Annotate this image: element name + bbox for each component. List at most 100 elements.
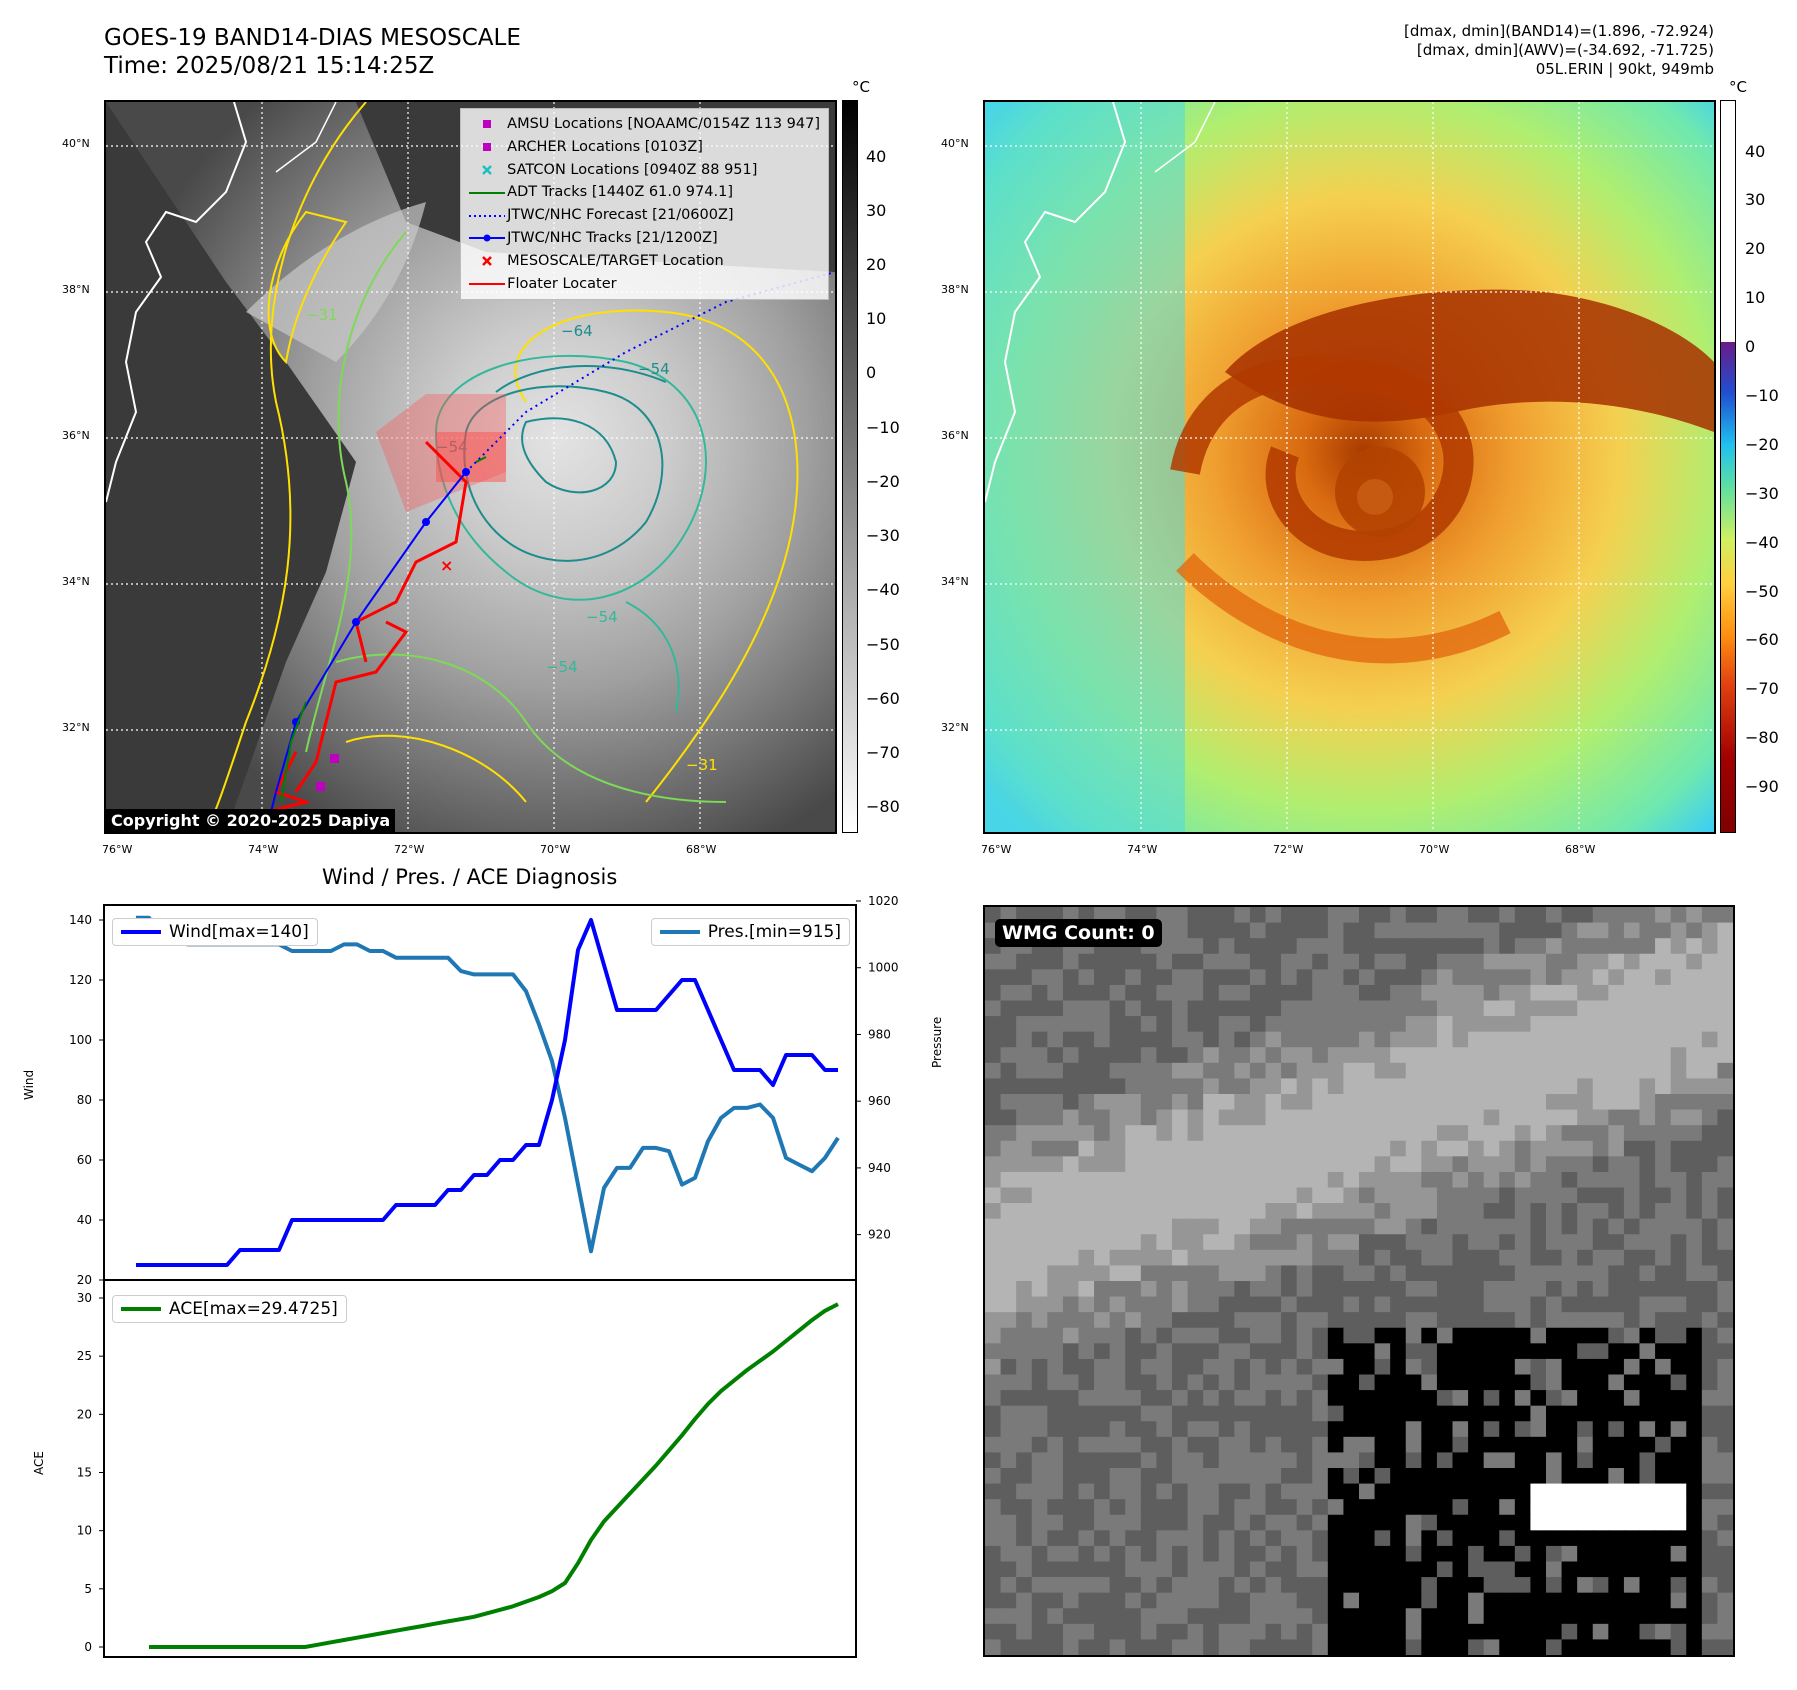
wmg-pixel — [1405, 938, 1422, 955]
wmg-pixel — [1296, 1358, 1313, 1376]
wmg-pixel — [1374, 1249, 1391, 1267]
wmg-pixel — [1312, 1312, 1329, 1329]
wmg-pixel — [1530, 1577, 1547, 1594]
wmg-pixel — [1281, 1545, 1298, 1563]
wmg-pixel — [1281, 1592, 1298, 1609]
wmg-pixel — [1390, 969, 1407, 986]
wmg-pixel — [1172, 1125, 1189, 1142]
wmg-pixel — [1436, 1421, 1454, 1438]
wmg-pixel — [1390, 1016, 1407, 1033]
wmg-pixel — [1701, 1000, 1719, 1017]
wmg-pixel — [1623, 1343, 1641, 1360]
wmg-pixel — [1468, 1203, 1485, 1220]
wmg-pixel — [1655, 953, 1672, 970]
wmg-pixel — [1187, 1281, 1204, 1298]
wmg-pixel — [1078, 1545, 1095, 1563]
wmg-pixel — [1203, 1047, 1220, 1064]
wmg-pixel — [1390, 1343, 1407, 1360]
wmg-pixel — [1655, 1016, 1672, 1033]
eye — [1357, 479, 1393, 515]
wmg-pixel — [985, 1592, 1002, 1609]
wmg-pixel — [1483, 1078, 1500, 1095]
wmg-pixel — [1172, 1296, 1189, 1313]
wmg-pixel — [1436, 922, 1454, 939]
wmg-pixel — [1436, 984, 1454, 1002]
wmg-pixel — [1172, 1592, 1189, 1609]
wmg-pixel — [985, 1608, 1002, 1625]
wmg-pixel — [1592, 1545, 1609, 1563]
wmg-pixel — [1390, 1421, 1407, 1438]
wmg-pixel — [1436, 1218, 1454, 1235]
wmg-pixel — [1670, 1296, 1687, 1313]
wmg-pixel — [1452, 1639, 1469, 1655]
wmg-pixel — [1187, 1094, 1204, 1111]
coastline — [106, 102, 248, 503]
wmg-pixel — [1047, 1265, 1064, 1282]
wmg-pixel — [1577, 1468, 1594, 1485]
wmg-pixel — [1094, 1265, 1111, 1282]
wmg-pixel — [1639, 1312, 1656, 1329]
wmg-pixel — [1359, 1203, 1376, 1220]
wmg-pixel — [1717, 1483, 1733, 1500]
wmg-pixel — [1561, 1499, 1578, 1516]
wmg-pixel — [1561, 922, 1578, 939]
wmg-pixel — [1670, 1390, 1687, 1407]
wmg-pixel — [1623, 1545, 1641, 1563]
wmg-pixel — [1218, 953, 1235, 970]
wmg-pixel — [1109, 1156, 1126, 1173]
wmg-pixel — [1172, 1468, 1189, 1485]
wmg-pixel — [1701, 1249, 1719, 1267]
wmg-pixel — [1187, 1608, 1204, 1625]
wmg-pixel — [1623, 1016, 1641, 1033]
wmg-pixel — [1374, 969, 1391, 986]
wmg-pixel — [1016, 1545, 1033, 1563]
wmg-pixel — [1062, 1483, 1080, 1500]
wmg-pixel — [1452, 1125, 1469, 1142]
wind-tick-label: 20 — [77, 1273, 92, 1287]
wmg-pixel — [1359, 1374, 1376, 1391]
wmg-pixel — [1125, 984, 1142, 1002]
wmg-pixel — [1655, 1545, 1672, 1563]
wmg-pixel — [1686, 1405, 1703, 1422]
wmg-pixel — [1000, 1296, 1017, 1313]
wmg-pixel — [1296, 1078, 1313, 1095]
wmg-pixel — [1265, 1327, 1282, 1344]
wmg-pixel — [1468, 1000, 1485, 1017]
wmg-pixel — [1655, 938, 1672, 955]
wmg-pixel — [1670, 1343, 1687, 1360]
wmg-pixel — [1390, 1327, 1407, 1344]
wmg-pixel — [1094, 1483, 1111, 1500]
wmg-pixel — [1249, 1047, 1267, 1064]
wmg-pixel — [1670, 1016, 1687, 1033]
wmg-pixel — [1546, 1592, 1563, 1609]
wmg-pixel — [1577, 1047, 1594, 1064]
wmg-pixel — [1218, 1514, 1235, 1531]
wmg-pixel — [1374, 1623, 1391, 1641]
wmg-pixel — [1140, 1281, 1158, 1298]
wmg-pixel — [1047, 1234, 1064, 1251]
wmg-pixel — [1468, 1530, 1485, 1547]
wmg-pixel — [1701, 1203, 1719, 1220]
wmg-pixel — [1281, 1109, 1298, 1126]
wmg-pixel — [1374, 984, 1391, 1002]
wmg-pixel — [1468, 1156, 1485, 1173]
wmg-pixel — [1499, 1125, 1516, 1142]
wmg-pixel — [1546, 1390, 1563, 1407]
wmg-pixel — [1514, 1140, 1532, 1157]
wmg-pixel — [1421, 1608, 1438, 1625]
wmg-pixel — [1000, 1483, 1017, 1500]
wmg-pixel — [1172, 1608, 1189, 1625]
wmg-pixel — [1592, 1281, 1609, 1298]
legend-label: Wind[max=140] — [169, 922, 309, 942]
wmg-pixel — [1265, 1203, 1282, 1220]
adt-track-end — [475, 456, 487, 463]
wmg-pixel — [1390, 1545, 1407, 1563]
wmg-pixel — [1218, 1577, 1235, 1594]
wmg-pixel — [1234, 984, 1251, 1002]
wmg-pixel — [1140, 1592, 1158, 1609]
wmg-pixel — [1218, 1530, 1235, 1547]
wmg-pixel — [1374, 1156, 1391, 1173]
wmg-pixel — [1405, 907, 1422, 924]
wmg-pixel — [1452, 1468, 1469, 1485]
wmg-pixel — [1000, 953, 1017, 970]
